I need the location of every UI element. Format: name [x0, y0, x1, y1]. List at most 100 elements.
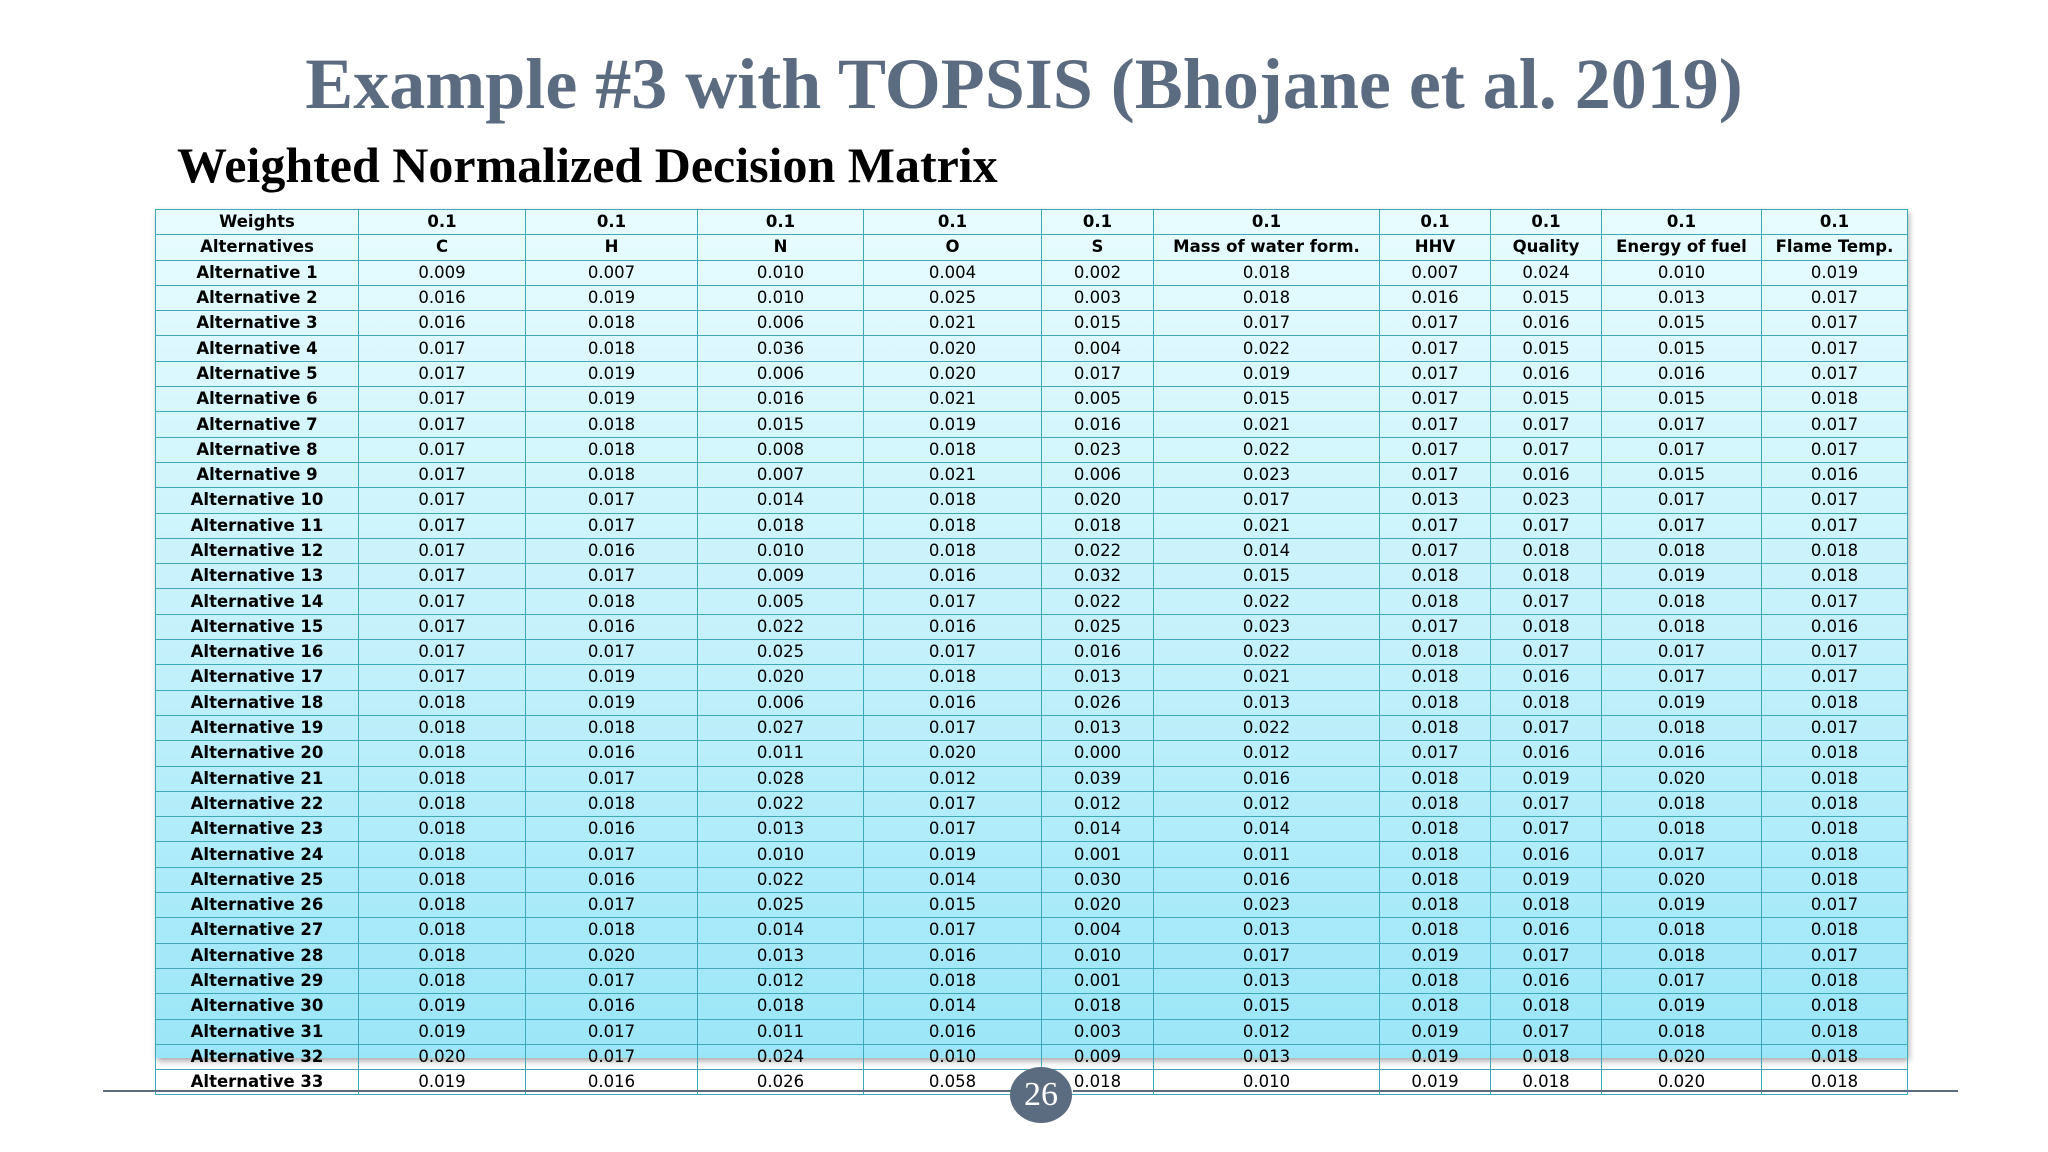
value-cell: 0.018	[1041, 993, 1154, 1020]
value-cell: 0.021	[863, 386, 1042, 413]
value-cell: 0.004	[1041, 917, 1154, 944]
value-cell: 0.015	[1601, 386, 1762, 413]
alternative-label: Alternative 28	[155, 942, 359, 969]
value-cell: 0.020	[863, 335, 1042, 362]
value-cell: 0.016	[525, 816, 698, 843]
value-cell: 0.013	[1041, 664, 1154, 691]
value-cell: 0.017	[1601, 841, 1762, 868]
weight-cell: 0.1	[1041, 208, 1154, 236]
value-cell: 0.017	[1379, 335, 1491, 362]
value-cell: 0.001	[1041, 841, 1154, 868]
value-cell: 0.017	[1761, 436, 1908, 463]
value-cell: 0.012	[1041, 790, 1154, 818]
value-cell: 0.018	[863, 664, 1042, 691]
value-cell: 0.017	[1761, 664, 1908, 691]
table-row: Alternative 22 0.018 0.018 0.022 0.017 0.012 0…	[155, 790, 1908, 818]
alternative-label: Alternative 7	[155, 411, 359, 438]
value-cell: 0.016	[1601, 740, 1762, 767]
alternative-label: Alternative 22	[155, 790, 359, 818]
value-cell: 0.006	[697, 360, 864, 388]
weight-cell: 0.1	[358, 208, 526, 236]
value-cell: 0.017	[525, 1043, 698, 1071]
value-cell: 0.018	[1761, 1018, 1908, 1045]
value-cell: 0.018	[358, 714, 526, 742]
value-cell: 0.023	[1153, 613, 1380, 641]
alternative-label: Alternative 10	[155, 487, 359, 514]
alternative-label: Alternative 18	[155, 689, 359, 716]
value-cell: 0.016	[1490, 461, 1602, 489]
value-cell: 0.019	[1490, 765, 1602, 792]
value-cell: 0.014	[863, 866, 1042, 894]
value-cell: 0.016	[525, 866, 698, 894]
value-cell: 0.025	[697, 892, 864, 919]
value-cell: 0.015	[1041, 310, 1154, 337]
decision-matrix: Weights 0.1 0.1 0.1 0.1 0.1 0.1 0.1 0.1 0.1 0.1 Alt…	[155, 208, 1908, 1096]
page-number-badge: 26	[1010, 1067, 1072, 1123]
value-cell: 0.018	[1379, 689, 1491, 716]
value-cell: 0.016	[1490, 917, 1602, 944]
value-cell: 0.017	[1490, 816, 1602, 843]
alternative-label: Alternative 12	[155, 537, 359, 565]
weight-cell: 0.1	[863, 208, 1042, 236]
value-cell: 0.017	[863, 917, 1042, 944]
value-cell: 0.015	[1601, 310, 1762, 337]
value-cell: 0.015	[1490, 284, 1602, 312]
column-header: Mass of water form.	[1153, 234, 1380, 261]
weight-cell: 0.1	[525, 208, 698, 236]
alternative-label: Alternative 15	[155, 613, 359, 641]
value-cell: 0.017	[863, 639, 1042, 666]
value-cell: 0.017	[1761, 310, 1908, 337]
value-cell: 0.039	[1041, 765, 1154, 792]
table-row: Alternative 10 0.017 0.017 0.014 0.018 0.020 0…	[155, 487, 1908, 514]
value-cell: 0.017	[1379, 360, 1491, 388]
value-cell: 0.015	[1490, 386, 1602, 413]
value-cell: 0.018	[1761, 386, 1908, 413]
value-cell: 0.018	[1601, 613, 1762, 641]
value-cell: 0.018	[525, 714, 698, 742]
value-cell: 0.018	[1761, 689, 1908, 716]
value-cell: 0.023	[1153, 461, 1380, 489]
value-cell: 0.017	[1379, 436, 1491, 463]
value-cell: 0.004	[863, 259, 1042, 286]
table-row: Alternative 12 0.017 0.016 0.010 0.018 0.022 0…	[155, 537, 1908, 565]
value-cell: 0.018	[1761, 866, 1908, 894]
value-cell: 0.017	[358, 386, 526, 413]
value-cell: 0.010	[697, 537, 864, 565]
value-cell: 0.017	[358, 664, 526, 691]
value-cell: 0.020	[1601, 1043, 1762, 1071]
value-cell: 0.016	[1490, 967, 1602, 995]
value-cell: 0.016	[1490, 310, 1602, 337]
value-cell: 0.019	[1490, 866, 1602, 894]
value-cell: 0.016	[1153, 765, 1380, 792]
value-cell: 0.022	[697, 613, 864, 641]
value-cell: 0.016	[1601, 360, 1762, 388]
value-cell: 0.017	[1601, 664, 1762, 691]
value-cell: 0.018	[1490, 1043, 1602, 1071]
value-cell: 0.018	[1761, 841, 1908, 868]
value-cell: 0.010	[697, 841, 864, 868]
alternative-label: Alternative 3	[155, 310, 359, 337]
value-cell: 0.017	[525, 512, 698, 539]
value-cell: 0.018	[1379, 917, 1491, 944]
value-cell: 0.022	[1041, 537, 1154, 565]
table-row: Alternative 20 0.018 0.016 0.011 0.020 0.000 0…	[155, 740, 1908, 767]
alternative-label: Alternative 6	[155, 386, 359, 413]
value-cell: 0.018	[1601, 714, 1762, 742]
alternative-label: Alternative 30	[155, 993, 359, 1020]
value-cell: 0.018	[1761, 917, 1908, 944]
value-cell: 0.019	[1761, 259, 1908, 286]
value-cell: 0.017	[1041, 360, 1154, 388]
table-row: Alternative 8 0.017 0.018 0.008 0.018 0.023 0.…	[155, 436, 1908, 463]
value-cell: 0.036	[697, 335, 864, 362]
value-cell: 0.017	[1490, 512, 1602, 539]
value-cell: 0.018	[1379, 588, 1491, 615]
value-cell: 0.018	[1601, 942, 1762, 969]
table-row: Alternative 30 0.019 0.016 0.018 0.014 0.018 0…	[155, 993, 1908, 1020]
value-cell: 0.017	[525, 1018, 698, 1045]
value-cell: 0.020	[358, 1043, 526, 1071]
value-cell: 0.017	[1490, 436, 1602, 463]
value-cell: 0.016	[1490, 360, 1602, 388]
weight-cell: 0.1	[697, 208, 864, 236]
weight-cell: 0.1	[1761, 208, 1908, 236]
value-cell: 0.017	[1379, 461, 1491, 489]
